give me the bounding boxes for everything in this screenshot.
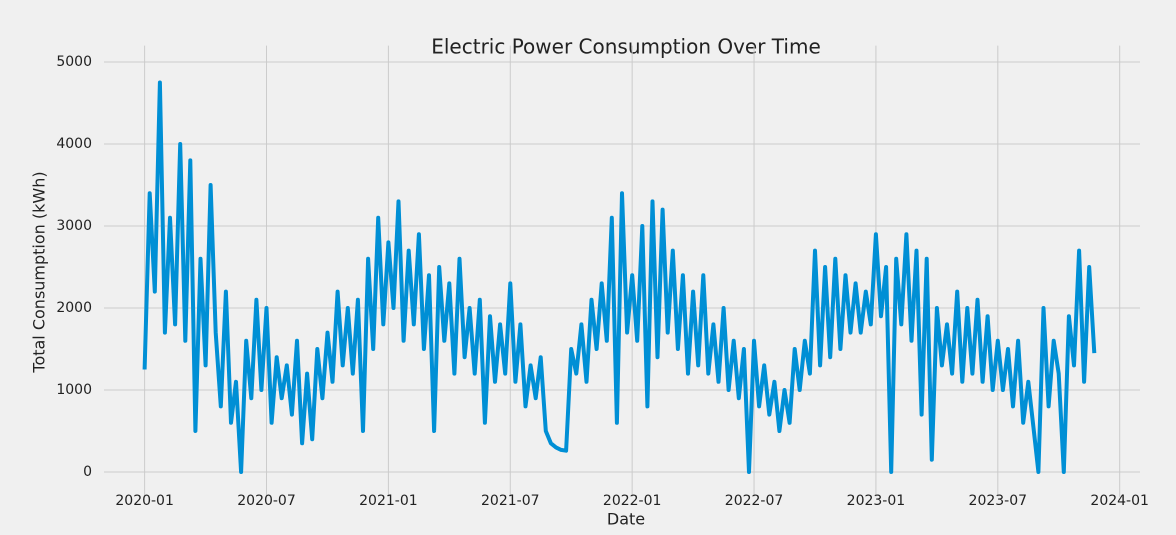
x-tick-label: 2022-07 xyxy=(725,493,784,509)
y-axis-label: Total Consumption (kWh) xyxy=(30,171,49,373)
y-tick-label: 5000 xyxy=(56,54,92,70)
y-tick-label: 0 xyxy=(83,464,92,480)
x-tick-label: 2024-01 xyxy=(1090,493,1149,509)
x-tick-label: 2023-01 xyxy=(847,493,906,509)
x-tick-label: 2020-07 xyxy=(237,493,296,509)
y-tick-label: 4000 xyxy=(56,136,92,152)
y-tick-label: 2000 xyxy=(56,300,92,316)
data-line xyxy=(142,80,1097,474)
x-tick-label: 2023-07 xyxy=(969,493,1028,509)
chart-title: Electric Power Consumption Over Time xyxy=(431,35,821,59)
x-tick-label: 2020-01 xyxy=(115,493,174,509)
x-tick-label: 2022-01 xyxy=(603,493,662,509)
x-tick-label: 2021-07 xyxy=(481,493,540,509)
y-tick-label: 3000 xyxy=(56,218,92,234)
x-axis-label: Date xyxy=(607,510,645,529)
x-tick-label: 2021-01 xyxy=(359,493,418,509)
y-tick-label: 1000 xyxy=(56,382,92,398)
